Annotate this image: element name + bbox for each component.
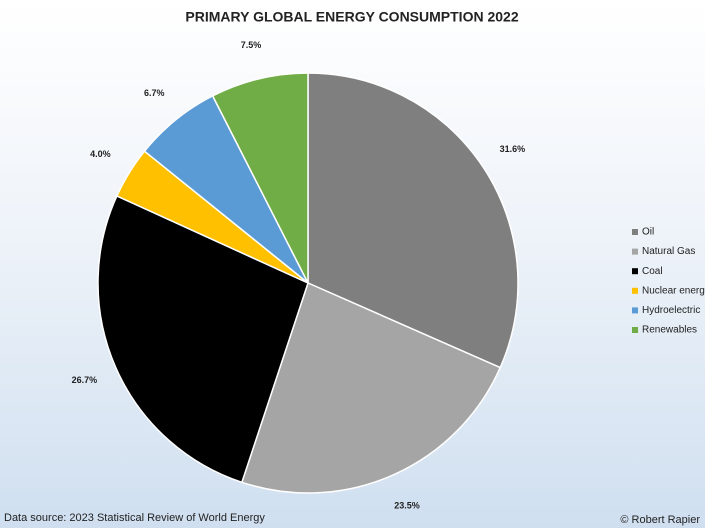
data-label: 7.5% xyxy=(241,40,262,50)
legend-label: Renewables xyxy=(642,325,697,336)
data-label: 31.6% xyxy=(500,144,526,154)
data-label: 26.7% xyxy=(72,375,98,385)
legend-swatch xyxy=(632,229,638,235)
pie-slice xyxy=(307,72,519,369)
legend-swatch xyxy=(632,268,638,275)
data-label: 4.0% xyxy=(90,149,111,159)
legend-swatch xyxy=(632,248,638,255)
source-note: Data source: 2023 Statistical Review of … xyxy=(4,512,265,524)
data-label: 6.7% xyxy=(144,88,165,98)
legend-label: Coal xyxy=(642,266,663,277)
pie-slice xyxy=(240,281,502,494)
chart-title: PRIMARY GLOBAL ENERGY CONSUMPTION 2022 xyxy=(185,9,518,25)
credit: © Robert Rapier xyxy=(620,514,700,526)
legend-label: Nuclear energ xyxy=(642,285,705,296)
legend-swatch xyxy=(632,307,638,314)
legend-label: Hydroelectric xyxy=(642,305,700,316)
legend-swatch xyxy=(632,287,638,294)
legend-label: Natural Gas xyxy=(642,246,695,257)
pie-slice xyxy=(211,72,309,284)
data-label: 23.5% xyxy=(394,500,420,510)
legend-label: Oil xyxy=(642,227,654,238)
pie-slice xyxy=(97,194,309,484)
legend-swatch xyxy=(632,327,638,333)
